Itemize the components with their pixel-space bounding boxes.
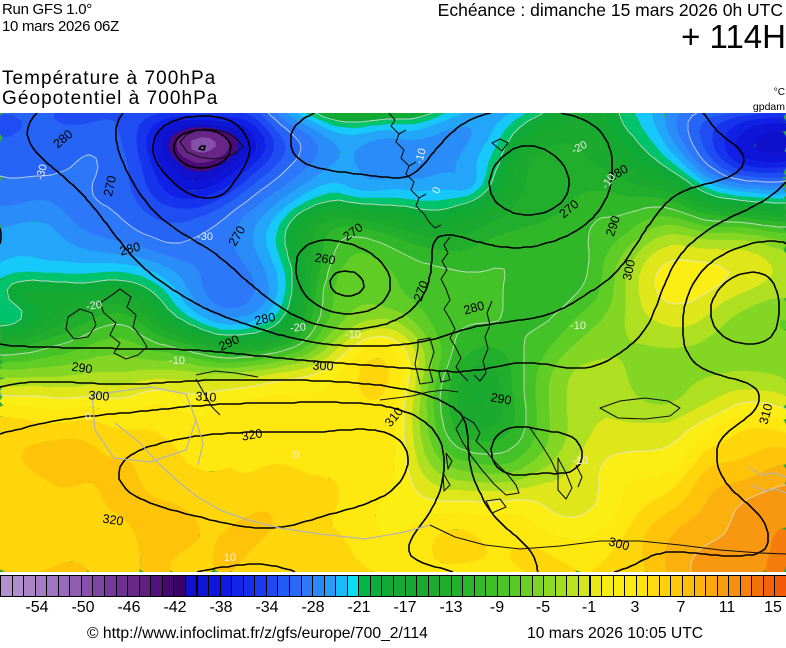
svg-text:290: 290 — [71, 360, 94, 377]
svg-text:290: 290 — [603, 214, 623, 238]
svg-text:280: 280 — [118, 240, 142, 259]
svg-text:300: 300 — [88, 388, 110, 403]
svg-text:0: 0 — [85, 411, 91, 423]
svg-text:300: 300 — [312, 359, 333, 374]
svg-text:-10: -10 — [169, 355, 185, 367]
svg-text:270: 270 — [411, 279, 431, 303]
svg-text:10: 10 — [224, 552, 236, 564]
svg-text:310: 310 — [195, 389, 217, 404]
svg-text:0: 0 — [293, 449, 299, 461]
svg-text:260: 260 — [314, 251, 337, 268]
svg-text:-10: -10 — [572, 455, 588, 467]
svg-text:-10: -10 — [345, 329, 361, 341]
svg-text:300: 300 — [620, 258, 638, 281]
svg-text:310: 310 — [757, 402, 776, 426]
svg-text:-10: -10 — [570, 320, 586, 332]
svg-text:270: 270 — [101, 174, 119, 197]
svg-text:-20: -20 — [85, 299, 102, 313]
svg-text:290: 290 — [490, 390, 513, 407]
svg-text:-30: -30 — [34, 163, 50, 181]
svg-text:300: 300 — [607, 535, 631, 554]
svg-text:-10: -10 — [413, 147, 429, 165]
svg-text:-30: -30 — [197, 231, 213, 243]
svg-text:280: 280 — [462, 299, 486, 318]
svg-text:320: 320 — [241, 426, 264, 443]
svg-text:320: 320 — [102, 512, 125, 529]
svg-text:-20: -20 — [290, 321, 307, 334]
svg-text:0: 0 — [430, 185, 443, 195]
svg-text:280: 280 — [253, 310, 276, 328]
